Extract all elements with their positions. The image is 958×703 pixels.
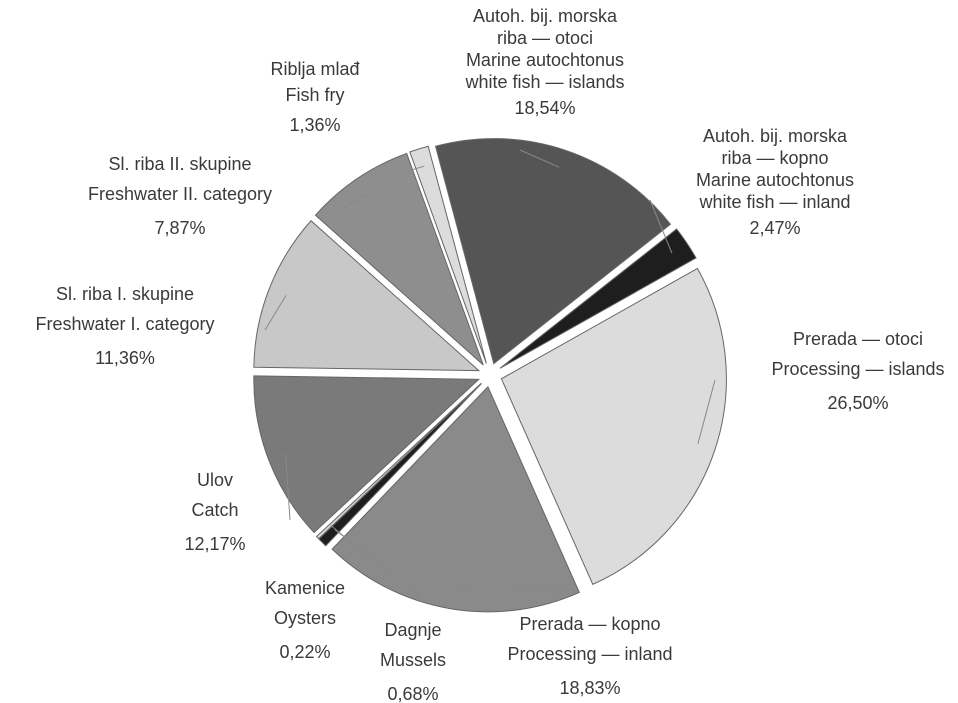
slice-label: Riblja mlađ Fish fry 1,36% xyxy=(270,59,359,135)
pie-slice xyxy=(409,145,487,364)
value-label: 18,83% xyxy=(559,678,620,698)
slice-label: Sl. riba II. skupine Freshwater II. categ… xyxy=(88,154,272,238)
label-line: white fish — islands xyxy=(464,72,624,92)
label-line: Fish fry xyxy=(285,85,344,105)
value-label: 26,50% xyxy=(827,393,888,413)
value-label: 0,22% xyxy=(279,642,330,662)
label-line: Ulov xyxy=(197,470,233,490)
slice-label: Ulov Catch 12,17% xyxy=(184,470,245,554)
value-label: 7,87% xyxy=(154,218,205,238)
pie-slice xyxy=(253,375,481,534)
leader-line xyxy=(452,589,576,592)
leader-line xyxy=(330,524,373,561)
pie-slice xyxy=(331,385,580,613)
value-label: 11,36% xyxy=(95,348,155,368)
pie-slice xyxy=(314,152,484,366)
label-line: white fish — inland xyxy=(698,192,850,212)
slice-label: Prerada — kopno Processing — inland 18,83% xyxy=(507,614,672,698)
label-line: Mussels xyxy=(380,650,446,670)
value-label: 0,68% xyxy=(387,684,438,703)
label-line: Marine autochtonus xyxy=(466,50,624,70)
leader-line xyxy=(404,165,425,173)
label-line: Autoh. bij. morska xyxy=(703,126,848,146)
slice-label: Autoh. bij. morska riba — otoci Marine aut… xyxy=(464,6,624,118)
slice-label: Sl. riba I. skupine Freshwater I. categor… xyxy=(35,284,214,368)
value-label: 12,17% xyxy=(184,534,245,554)
label-line: Freshwater I. category xyxy=(35,314,214,334)
leader-line xyxy=(519,149,560,168)
label-line: Dagnje xyxy=(384,620,441,640)
slice-label: Kamenice Oysters 0,22% xyxy=(265,578,345,662)
leader-line xyxy=(697,379,716,445)
slice-label: Prerada — otoci Processing — islands 26,50… xyxy=(771,329,944,413)
label-line: riba — otoci xyxy=(497,28,593,48)
label-line: Riblja mlađ xyxy=(270,59,359,79)
pie-slice xyxy=(253,220,481,372)
pie-slice xyxy=(499,228,697,369)
label-line: Catch xyxy=(191,500,238,520)
value-label: 18,54% xyxy=(514,98,575,118)
pie-slice xyxy=(500,267,727,586)
leader-line xyxy=(285,453,291,521)
value-label: 1,36% xyxy=(289,115,340,135)
label-line: Autoh. bij. morska xyxy=(473,6,618,26)
label-line: Kamenice xyxy=(265,578,345,598)
pie-slice xyxy=(315,382,482,540)
label-line: riba — kopno xyxy=(721,148,828,168)
value-label: 2,47% xyxy=(749,218,800,238)
slice-label: Autoh. bij. morska riba — kopno Marine aut… xyxy=(696,126,854,238)
leader-line xyxy=(264,295,287,331)
label-line: Processing — inland xyxy=(507,644,672,664)
label-line: Marine autochtonus xyxy=(696,170,854,190)
leader-line xyxy=(649,199,673,254)
leader-line xyxy=(339,193,368,211)
label-line: Freshwater II. category xyxy=(88,184,272,204)
slice-label: Dagnje Mussels 0,68% xyxy=(380,620,446,703)
pie-slice xyxy=(434,138,672,365)
label-line: Sl. riba II. skupine xyxy=(108,154,251,174)
label-line: Prerada — otoci xyxy=(793,329,923,349)
label-line: Prerada — kopno xyxy=(519,614,660,634)
label-line: Oysters xyxy=(274,608,336,628)
label-line: Sl. riba I. skupine xyxy=(56,284,194,304)
label-line: Processing — islands xyxy=(771,359,944,379)
